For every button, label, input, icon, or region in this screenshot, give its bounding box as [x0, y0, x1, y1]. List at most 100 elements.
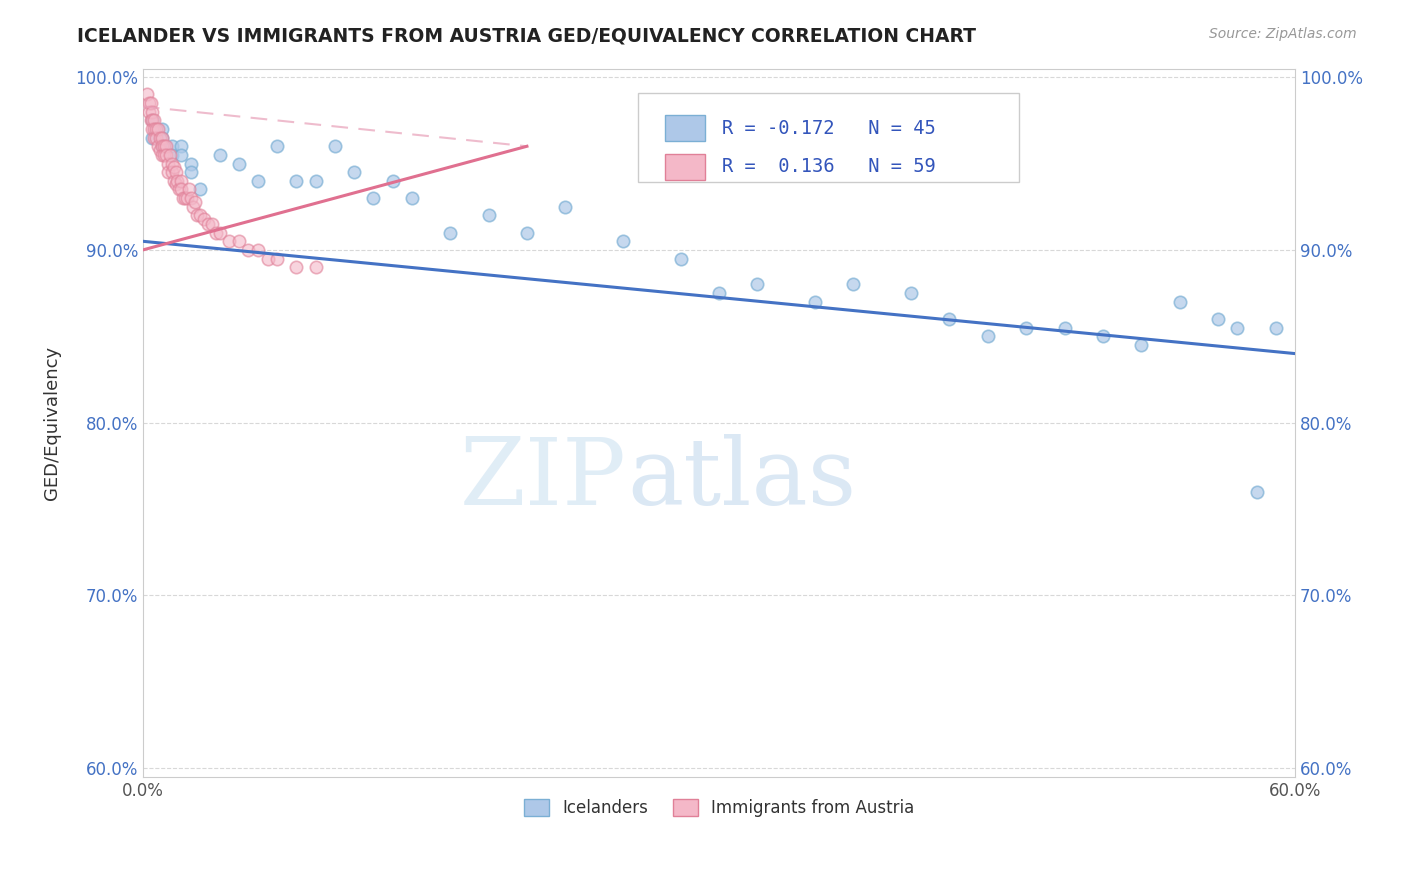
Point: [150, 139, 173, 153]
Point: [141, 104, 163, 119]
Point: [153, 139, 176, 153]
Point: [180, 165, 202, 179]
Point: [162, 174, 184, 188]
Point: [148, 139, 170, 153]
Point: [150, 122, 173, 136]
Text: atlas: atlas: [627, 434, 856, 524]
Point: [554, 200, 576, 214]
Point: [153, 148, 176, 162]
Point: [186, 208, 208, 222]
FancyBboxPatch shape: [665, 114, 706, 142]
Point: [256, 252, 278, 266]
FancyBboxPatch shape: [638, 94, 1018, 182]
Point: [180, 191, 202, 205]
Point: [143, 122, 166, 136]
Y-axis label: GED/Equivalency: GED/Equivalency: [44, 345, 60, 500]
Point: [166, 174, 188, 188]
Point: [170, 139, 193, 153]
Legend: Icelanders, Immigrants from Austria: Icelanders, Immigrants from Austria: [515, 790, 922, 825]
Point: [141, 130, 163, 145]
Point: [208, 148, 231, 162]
Point: [150, 130, 173, 145]
Point: [150, 139, 173, 153]
Point: [1015, 320, 1038, 334]
Point: [266, 139, 288, 153]
Point: [247, 243, 270, 257]
Point: [516, 226, 538, 240]
Point: [160, 139, 183, 153]
Point: [159, 148, 181, 162]
Point: [285, 260, 308, 275]
Point: [143, 113, 166, 128]
Point: [160, 148, 183, 162]
Point: [842, 277, 865, 292]
Point: [149, 143, 172, 157]
Point: [170, 182, 193, 196]
Point: [477, 208, 499, 222]
Point: [1246, 484, 1268, 499]
Text: ZIP: ZIP: [460, 434, 627, 524]
Point: [612, 235, 634, 249]
Point: [141, 122, 163, 136]
Point: [139, 96, 162, 111]
Point: [285, 174, 308, 188]
FancyBboxPatch shape: [665, 153, 706, 180]
Point: [205, 226, 228, 240]
Point: [170, 174, 193, 188]
Point: [169, 182, 191, 196]
Point: [323, 139, 346, 153]
Point: [139, 113, 162, 128]
Point: [343, 165, 366, 179]
Point: [193, 211, 215, 226]
Point: [1206, 312, 1229, 326]
Point: [172, 191, 194, 205]
Text: R =  0.136   N = 59: R = 0.136 N = 59: [723, 158, 936, 177]
Point: [156, 165, 179, 179]
Point: [401, 191, 423, 205]
Point: [363, 191, 385, 205]
Point: [138, 104, 160, 119]
Point: [238, 243, 260, 257]
Point: [938, 312, 960, 326]
Point: [190, 182, 212, 196]
Point: [165, 178, 187, 192]
Point: [135, 87, 157, 102]
Point: [208, 226, 231, 240]
Point: [150, 148, 173, 162]
Point: [1226, 320, 1249, 334]
Point: [305, 260, 328, 275]
Text: R = -0.172   N = 45: R = -0.172 N = 45: [723, 119, 936, 137]
Point: [143, 130, 166, 145]
Point: [228, 235, 250, 249]
Point: [747, 277, 769, 292]
Point: [669, 252, 692, 266]
Point: [150, 130, 173, 145]
Point: [1264, 320, 1286, 334]
Point: [141, 113, 163, 128]
Text: ICELANDER VS IMMIGRANTS FROM AUSTRIA GED/EQUIVALENCY CORRELATION CHART: ICELANDER VS IMMIGRANTS FROM AUSTRIA GED…: [77, 27, 976, 45]
Point: [149, 130, 172, 145]
Point: [1168, 294, 1191, 309]
Point: [218, 235, 240, 249]
Point: [266, 252, 288, 266]
Point: [138, 96, 160, 111]
Point: [155, 139, 177, 153]
Point: [439, 226, 461, 240]
Point: [160, 156, 183, 170]
Point: [228, 156, 250, 170]
Point: [197, 217, 219, 231]
Point: [145, 122, 167, 136]
Point: [381, 174, 404, 188]
Point: [183, 194, 205, 209]
Point: [900, 286, 922, 301]
Point: [156, 156, 179, 170]
Point: [165, 165, 187, 179]
Point: [174, 191, 197, 205]
Point: [181, 200, 204, 214]
Point: [190, 208, 212, 222]
Point: [177, 182, 200, 196]
Point: [145, 130, 167, 145]
Point: [1130, 338, 1153, 352]
Point: [1053, 320, 1076, 334]
Point: [180, 156, 202, 170]
